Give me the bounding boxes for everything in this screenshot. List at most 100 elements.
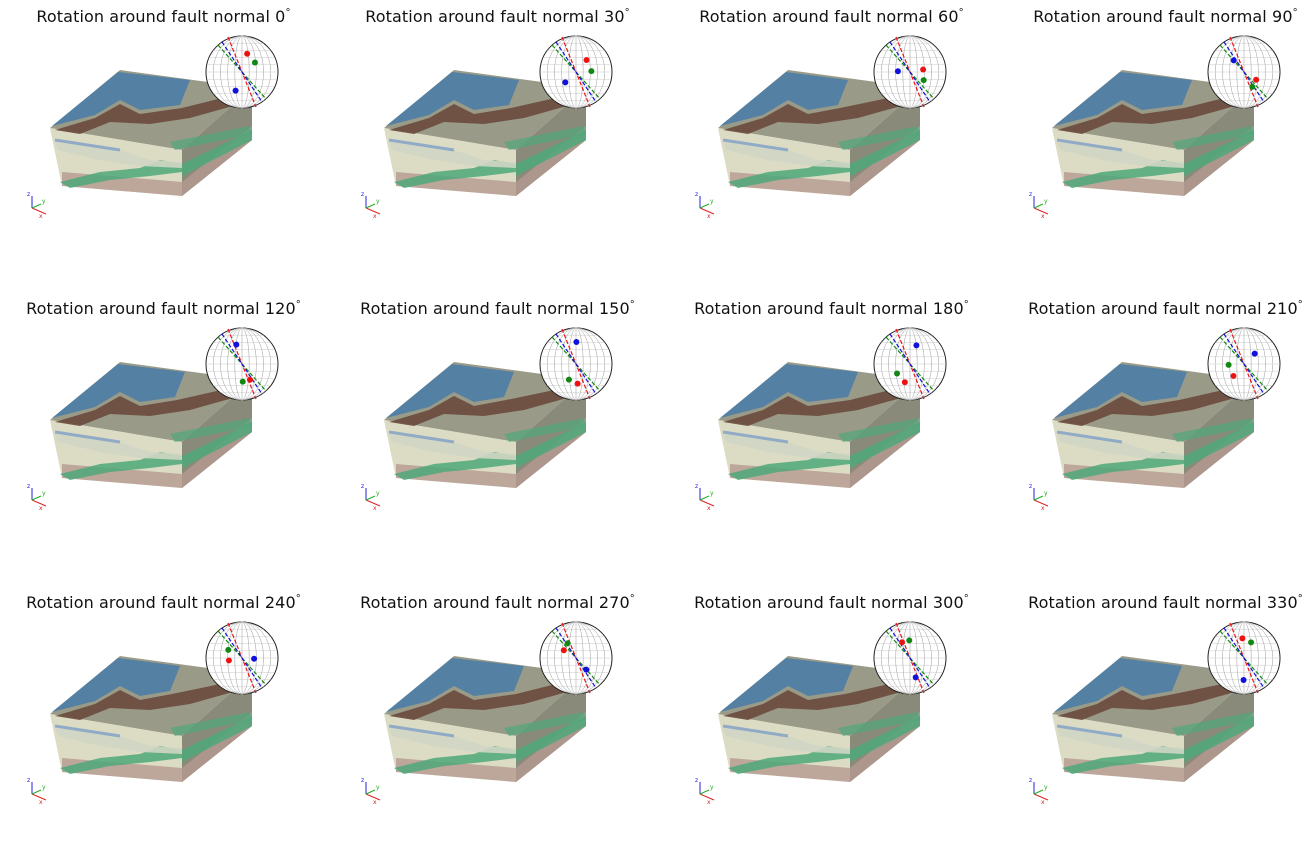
stereonet: [205, 621, 279, 695]
z-axis-label: z: [361, 483, 364, 490]
axes-triad: z x y: [27, 483, 47, 512]
blue-plane: [555, 627, 597, 689]
stereonet: [539, 327, 613, 401]
axes-triad: z x y: [361, 777, 381, 806]
degree-symbol: °: [624, 7, 630, 19]
block-model-scene: z x y: [27, 621, 279, 806]
figure-panel: Rotation around fault normal 240° z x y: [0, 586, 327, 856]
z-axis-label: z: [1029, 191, 1032, 198]
axes-triad: z x y: [695, 483, 715, 512]
y-axis: [31, 203, 42, 209]
red-pole-point: [920, 66, 927, 73]
x-axis-label: x: [707, 799, 711, 806]
panel-title: Rotation around fault normal 180°: [668, 299, 995, 318]
green-layer-front: [728, 746, 850, 774]
degree-symbol: °: [629, 593, 635, 605]
blue-stripe: [388, 724, 455, 738]
panel-title: Rotation around fault normal 330°: [1002, 593, 1309, 612]
x-axis: [365, 207, 381, 215]
figure-panel: Rotation around fault normal 60° z x y: [668, 0, 995, 270]
green-layer-side: [516, 130, 586, 176]
y-axis-label: y: [710, 784, 714, 791]
y-axis: [31, 495, 42, 501]
figure-panel: Rotation around fault normal 120° z x y: [0, 292, 327, 562]
blue-stripe: [722, 138, 789, 152]
z-axis-label: z: [695, 483, 698, 490]
y-axis: [699, 203, 710, 209]
brown-layer: [1057, 384, 1252, 426]
panel-title-text: Rotation around fault normal 300: [694, 593, 964, 612]
x-axis: [1033, 499, 1049, 507]
axes-triad: z x y: [27, 191, 47, 220]
blue-plane: [221, 333, 263, 395]
green-layer-front: [1062, 746, 1184, 774]
blue-plane: [889, 41, 931, 103]
green-layer-upper: [170, 712, 252, 736]
stereonet: [873, 327, 947, 401]
x-axis-label: x: [1041, 505, 1045, 512]
panel-title: Rotation around fault normal 60°: [668, 7, 995, 26]
block-model: [384, 362, 586, 488]
blue-plane: [889, 333, 931, 395]
block-model: [384, 70, 586, 196]
green-layer-front: [394, 160, 516, 188]
green-layer-side: [182, 130, 252, 176]
y-axis: [1033, 495, 1044, 501]
green-layer-front: [1062, 452, 1184, 480]
z-axis-label: z: [27, 191, 30, 198]
red-pole-point: [901, 379, 908, 386]
figure-panel: Rotation around fault normal 300° z x y: [668, 586, 995, 856]
panel-title: Rotation around fault normal 0°: [0, 7, 327, 26]
y-axis-label: y: [1044, 198, 1048, 205]
red-pole-point: [560, 647, 567, 654]
green-layer-front: [728, 160, 850, 188]
x-axis-label: x: [373, 213, 377, 220]
green-layer-side: [182, 422, 252, 468]
pale-layer: [389, 142, 516, 168]
panel-title: Rotation around fault normal 30°: [334, 7, 661, 26]
x-axis-label: x: [707, 213, 711, 220]
panel-title-text: Rotation around fault normal 150: [360, 299, 630, 318]
block-model: [50, 362, 252, 488]
blue-stripe: [1056, 430, 1123, 444]
pale-layer: [1057, 434, 1184, 460]
pale-layer: [1057, 728, 1184, 754]
stereonet: [1207, 621, 1281, 695]
red-pole-point: [899, 639, 906, 646]
blue-plane: [555, 41, 597, 103]
axes-triad: z x y: [361, 191, 381, 220]
figure-panel: Rotation around fault normal 210° z x y: [1002, 292, 1309, 562]
panel-title-text: Rotation around fault normal 270: [360, 593, 630, 612]
red-pole-point: [244, 50, 251, 57]
block-model-scene: z x y: [361, 327, 613, 512]
blue-plane: [555, 333, 597, 395]
figure-panel: Rotation around fault normal 180° z x y: [668, 292, 995, 562]
top-layer-blue: [1054, 364, 1187, 418]
y-axis: [365, 495, 376, 501]
pale-layer: [723, 728, 850, 754]
green-pole-point: [1225, 361, 1232, 368]
top-layer-blue: [52, 364, 185, 418]
y-axis-label: y: [42, 490, 46, 497]
blue-stripe: [54, 430, 121, 444]
green-layer-upper: [1172, 418, 1254, 442]
block-model-scene: z x y: [361, 35, 613, 220]
blue-stripe: [722, 430, 789, 444]
x-axis: [365, 499, 381, 507]
x-axis-label: x: [39, 799, 43, 806]
green-layer-front: [394, 452, 516, 480]
stereonet: [873, 621, 947, 695]
blue-plane: [221, 41, 263, 103]
x-axis-label: x: [373, 799, 377, 806]
green-layer-side: [850, 716, 920, 762]
blue-stripe: [388, 138, 455, 152]
pale-layer: [389, 728, 516, 754]
green-layer-upper: [504, 712, 586, 736]
x-axis-label: x: [707, 505, 711, 512]
blue-stripe: [54, 724, 121, 738]
blue-plane: [1223, 627, 1265, 689]
panel-title-text: Rotation around fault normal 30: [365, 7, 625, 26]
brown-layer: [55, 678, 250, 720]
blue-stripe: [1056, 138, 1123, 152]
green-layer-upper: [1172, 126, 1254, 150]
